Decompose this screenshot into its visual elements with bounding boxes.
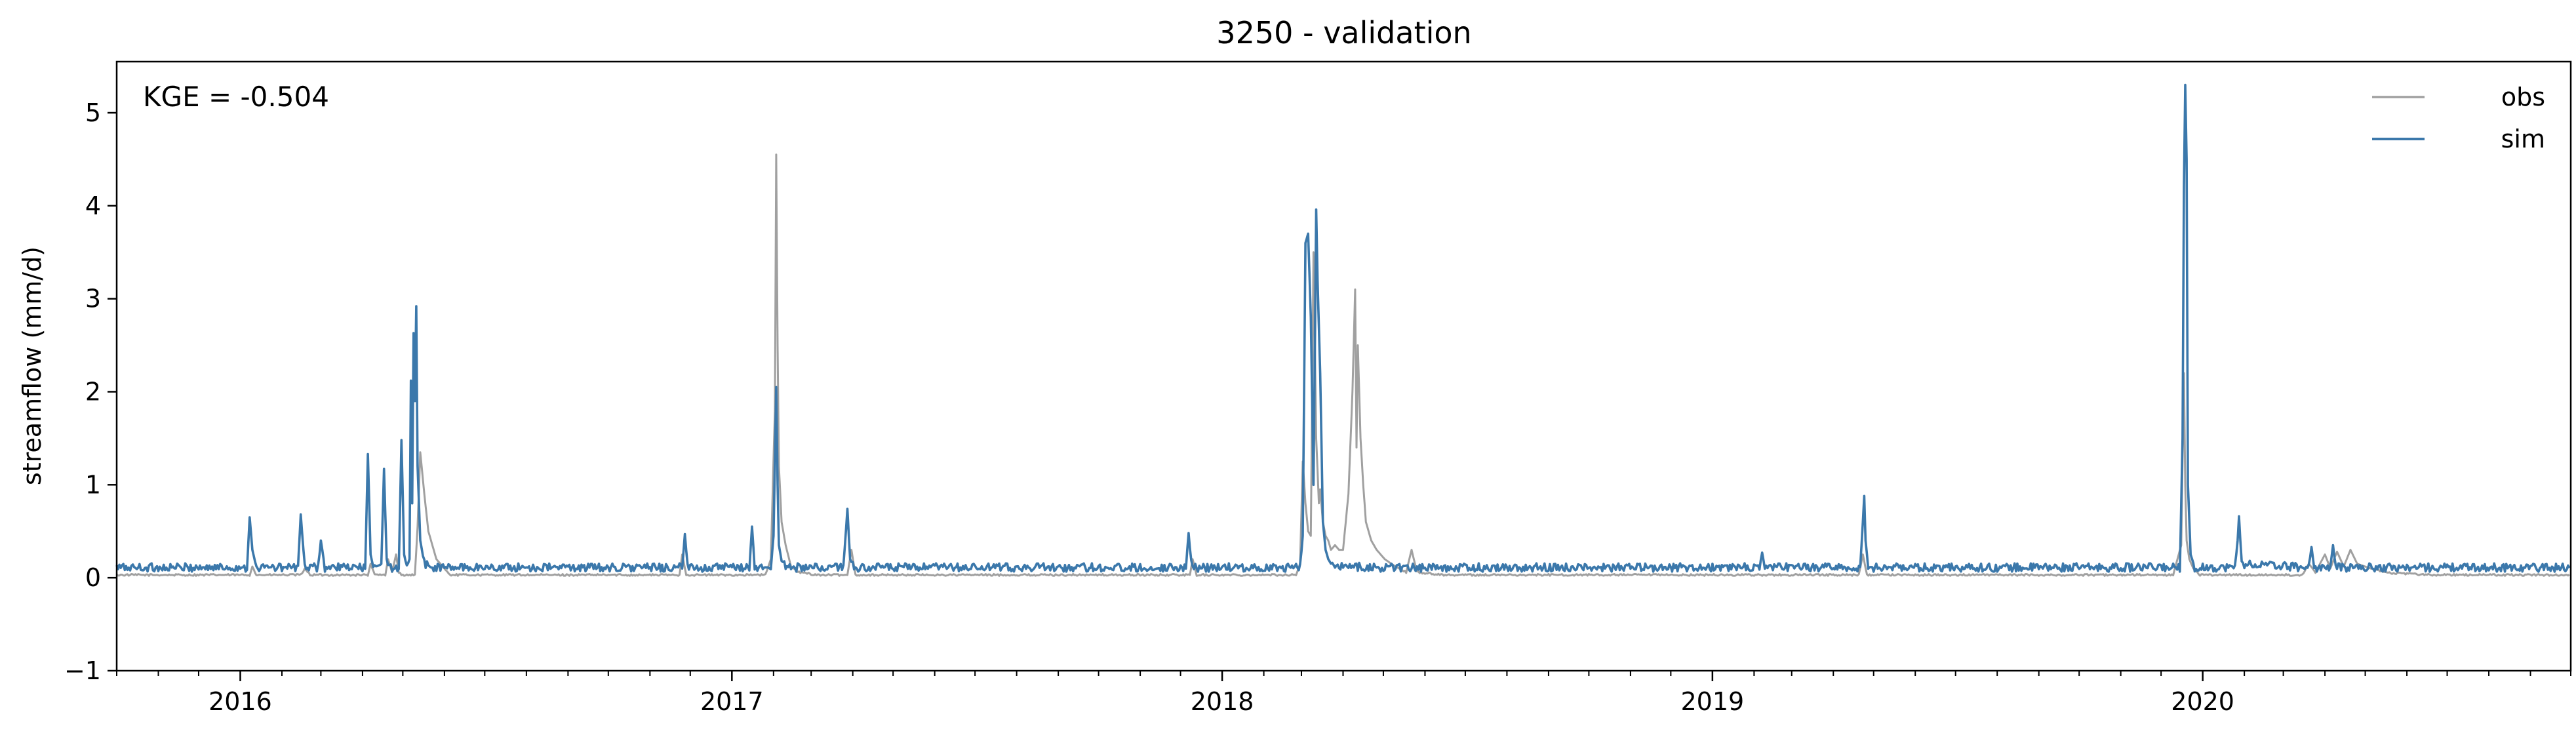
series-line-obs — [115, 153, 2570, 577]
legend-label-sim: sim — [2501, 125, 2545, 153]
x-tick-label: 2018 — [1191, 687, 1254, 716]
y-tick-label: 3 — [85, 285, 101, 313]
plot-frame — [115, 60, 2572, 672]
y-tick-label: 0 — [85, 563, 101, 592]
y-tick-label: 2 — [85, 378, 101, 406]
series-line-sim — [115, 83, 2571, 573]
x-tick-label: 2020 — [2171, 687, 2234, 716]
legend: obs sim — [2372, 83, 2545, 153]
x-axis: 2016 2017 2018 2019 2020 — [116, 671, 2571, 716]
series-layer — [115, 83, 2571, 577]
x-tick-label: 2016 — [208, 687, 272, 716]
kge-annotation: KGE = -0.504 — [143, 81, 329, 113]
y-axis: −1 0 1 2 3 4 5 — [64, 98, 117, 685]
legend-label-obs: obs — [2501, 83, 2545, 111]
x-tick-label: 2017 — [700, 687, 764, 716]
chart-title: 3250 - validation — [1216, 15, 1471, 50]
y-tick-label: −1 — [64, 656, 101, 685]
y-tick-label: 1 — [85, 470, 101, 499]
y-tick-label: 4 — [85, 191, 101, 220]
x-tick-label: 2019 — [1681, 687, 1745, 716]
y-tick-label: 5 — [85, 98, 101, 127]
y-axis-label: streamflow (mm/d) — [18, 247, 47, 485]
